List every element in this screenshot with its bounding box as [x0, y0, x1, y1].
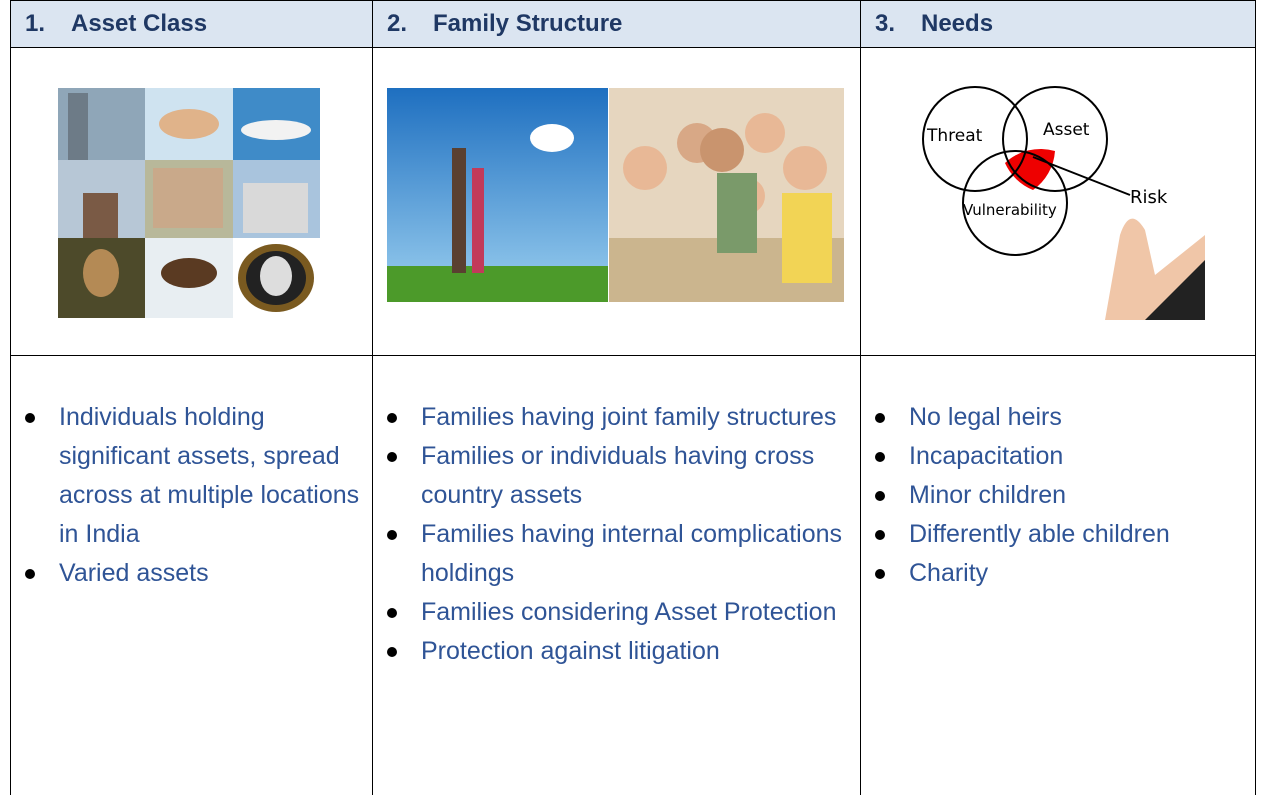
border [10, 355, 1256, 356]
bullet-item: Protection against litigation [373, 632, 853, 671]
header-number: 1. [25, 10, 46, 37]
bullet-item: Differently able children [861, 515, 1255, 554]
header-cell: 1. Asset Class [11, 1, 372, 47]
family-photos [387, 88, 844, 302]
bullet-item: No legal heirs [861, 398, 1255, 437]
border [10, 0, 11, 795]
header-title: Needs [921, 10, 994, 37]
bullet-item: Varied assets [11, 554, 366, 593]
header-cell: 3. Needs [861, 1, 1255, 47]
header-number: 2. [387, 10, 408, 37]
venn-label: Vulnerability [963, 201, 1057, 219]
venn-label: Asset [1043, 120, 1090, 140]
bullet-item: Minor children [861, 476, 1255, 515]
bullet-item: Families having internal complications h… [373, 515, 853, 593]
border [860, 0, 861, 795]
header-title: Family Structure [433, 10, 623, 37]
border [10, 47, 1256, 48]
border [10, 0, 1256, 1]
bullet-list: Individuals holding significant assets, … [11, 398, 366, 593]
bullet-item: Charity [861, 554, 1255, 593]
venn-label: Risk [1130, 187, 1168, 208]
bullet-item: Incapacitation [861, 437, 1255, 476]
bullet-item: Individuals holding significant assets, … [11, 398, 366, 554]
bullet-item: Families considering Asset Protection [373, 593, 853, 632]
bullet-item: Families or individuals having cross cou… [373, 437, 853, 515]
header-number: 3. [875, 10, 896, 37]
venn-label: Threat [926, 126, 983, 146]
asset-collage [58, 88, 320, 318]
border [372, 0, 373, 795]
bullet-list: Families having joint family structures F… [373, 398, 853, 671]
border [1255, 0, 1256, 795]
header-title: Asset Class [71, 10, 208, 37]
bullet-list: No legal heirs Incapacitation Minor childr… [861, 398, 1255, 593]
bullet-item: Families having joint family structures [373, 398, 853, 437]
header-cell: 2. Family Structure [373, 1, 860, 47]
venn-diagram: Threat Asset Vulnerability Risk [922, 86, 1205, 320]
